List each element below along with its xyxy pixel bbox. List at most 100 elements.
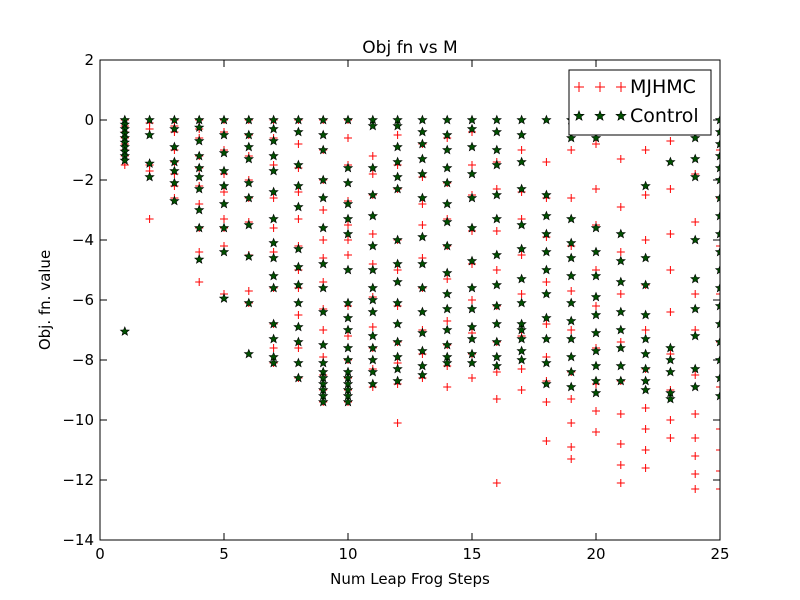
control-point: [218, 293, 230, 303]
y-tick-label: −14: [62, 531, 94, 549]
control-point: [342, 354, 354, 365]
control-point: [268, 114, 279, 125]
control-point: [218, 147, 230, 158]
mjhmc-point: [368, 323, 377, 331]
control-point: [466, 222, 478, 233]
control-point: [491, 336, 502, 347]
control-point: [367, 240, 378, 251]
mjhmc-point: [393, 131, 402, 139]
control-point: [566, 333, 577, 344]
control-point: [442, 339, 453, 350]
mjhmc-point: [393, 266, 402, 274]
control-point: [318, 144, 329, 155]
control-point: [491, 126, 502, 137]
y-tick-label: −8: [72, 351, 94, 369]
legend-label-control: Control: [630, 105, 699, 127]
control-point: [590, 360, 602, 371]
plot-frame: [99, 59, 721, 541]
control-point: [714, 318, 720, 329]
control-point: [392, 234, 403, 245]
control-point: [293, 321, 304, 332]
control-point: [318, 357, 329, 368]
control-point: [516, 129, 527, 140]
control-point: [342, 396, 354, 407]
control-point: [516, 183, 527, 194]
x-tick-label: 15: [462, 545, 481, 563]
control-point: [690, 234, 701, 245]
control-point: [367, 120, 378, 131]
control-point: [491, 279, 502, 290]
control-point: [491, 189, 502, 200]
mjhmc-point: [492, 227, 501, 235]
mjhmc-point: [567, 287, 576, 295]
control-point: [392, 258, 403, 269]
mjhmc-point: [418, 221, 427, 229]
control-point: [566, 297, 577, 308]
mjhmc-point: [468, 296, 476, 304]
data-points: [119, 114, 720, 493]
control-point: [144, 158, 155, 168]
mjhmc-point: [269, 224, 278, 232]
mjhmc-point: [592, 428, 600, 436]
control-point: [541, 264, 552, 275]
mjhmc-point: [666, 266, 675, 274]
y-tick-label: −4: [72, 231, 94, 249]
control-point: [392, 171, 403, 182]
control-point: [194, 222, 205, 233]
control-point: [218, 246, 230, 257]
mjhmc-point: [616, 203, 625, 211]
control-point: [516, 324, 527, 335]
control-point: [541, 189, 552, 200]
control-point: [442, 303, 453, 314]
control-point: [243, 297, 254, 308]
control-point: [392, 375, 403, 386]
control-point: [342, 198, 354, 209]
control-point: [714, 390, 720, 401]
mjhmc-point: [269, 194, 278, 202]
control-point: [243, 114, 254, 125]
mjhmc-point: [418, 200, 427, 208]
control-point: [318, 114, 329, 125]
control-point: [690, 132, 701, 143]
control-point: [144, 171, 155, 182]
mjhmc-point: [641, 404, 650, 412]
control-point: [714, 300, 720, 311]
mjhmc-point: [616, 155, 625, 163]
mjhmc-point: [443, 383, 452, 391]
y-tick-label: −2: [72, 171, 94, 189]
control-point: [268, 150, 279, 161]
control-point: [268, 123, 279, 134]
control-point: [218, 129, 230, 140]
control-point: [293, 297, 304, 308]
mjhmc-point: [666, 230, 675, 238]
control-point: [417, 327, 428, 338]
control-point: [293, 279, 304, 290]
control-point: [714, 372, 720, 383]
y-tick-label: −6: [72, 291, 94, 309]
control-point: [169, 123, 180, 134]
control-point: [566, 213, 577, 224]
control-point: [442, 162, 453, 173]
control-point: [491, 300, 502, 311]
control-point: [367, 354, 378, 365]
mjhmc-point: [641, 464, 650, 472]
control-point: [516, 354, 527, 365]
control-point: [169, 195, 180, 206]
control-point: [566, 366, 577, 377]
control-point: [318, 339, 329, 350]
mjhmc-point: [468, 161, 476, 169]
control-point: [342, 312, 354, 323]
mjhmc-point: [344, 332, 352, 340]
control-point: [268, 135, 279, 146]
control-point: [243, 177, 254, 188]
control-point: [714, 228, 720, 239]
control-point: [442, 357, 453, 368]
control-point: [590, 375, 602, 386]
control-point: [392, 336, 403, 347]
control-point: [516, 273, 527, 284]
control-point: [615, 342, 626, 353]
control-point: [293, 201, 304, 212]
mjhmc-point: [641, 146, 650, 154]
control-point: [714, 336, 720, 347]
mjhmc-point: [319, 326, 328, 334]
